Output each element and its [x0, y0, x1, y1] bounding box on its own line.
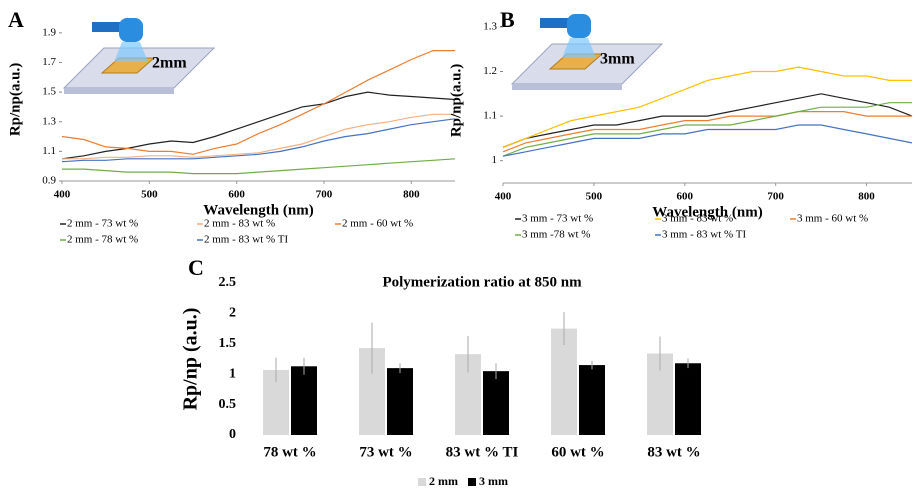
bar — [551, 328, 577, 435]
y-tick-label: 1 — [229, 366, 236, 381]
data-line — [62, 113, 455, 160]
y-tick-label: 1.2 — [483, 65, 497, 77]
data-line — [502, 111, 912, 153]
inset-lamp-head — [567, 14, 591, 38]
y-tick-label: 2.5 — [219, 275, 237, 290]
data-line — [62, 158, 456, 175]
data-line — [502, 102, 912, 157]
y-tick-label: 1 — [492, 154, 498, 166]
legend-label: 3 mm - 73 wt % — [522, 213, 593, 225]
bar — [675, 363, 701, 435]
bar — [387, 368, 413, 435]
panel-label: C — [188, 255, 204, 280]
legend-label: 3 mm - 83 wt % — [662, 213, 733, 225]
x-tick-label: 800 — [858, 191, 875, 203]
y-tick-label: 1.5 — [219, 336, 237, 351]
inset-label: 2mm — [152, 55, 187, 72]
inset-light — [562, 38, 596, 58]
chart-title: Polymerization ratio at 850 nm — [382, 274, 582, 290]
legend-label: 3 mm - 83 wt % TI — [662, 229, 746, 241]
bar — [483, 371, 509, 435]
x-tick-label: 400 — [54, 189, 71, 201]
x-tick-label: 78 wt % — [263, 444, 316, 460]
x-tick-label: 800 — [403, 189, 420, 201]
data-line — [61, 50, 455, 155]
legend-label: 2 mm - 83 wt % TI — [204, 234, 288, 246]
x-tick-label: 600 — [228, 189, 245, 201]
legend-label: 3 mm -78 wt % — [522, 229, 590, 241]
y-tick-label: 0.5 — [219, 397, 237, 412]
legend-label: 2 mm — [429, 474, 458, 488]
data-line — [61, 118, 456, 163]
y-axis-title: Rp/np(a.u.) — [7, 63, 23, 136]
inset-illustration: 2mm — [62, 18, 216, 94]
inset-illustration: 3mm — [510, 14, 664, 90]
x-tick-label: 400 — [495, 191, 512, 203]
x-tick-label: 700 — [316, 189, 333, 201]
x-tick-label: 60 wt % — [551, 444, 604, 460]
legend-label: 2 mm - 60 wt % — [342, 218, 413, 230]
y-tick-label: 1.1 — [42, 145, 56, 157]
y-axis-title: Rp/np(a.u.) — [448, 64, 464, 137]
x-tick-label: 500 — [586, 191, 603, 203]
legend-label: 2 mm - 83 wt % — [204, 218, 275, 230]
y-tick-label: 1.9 — [42, 26, 56, 38]
legend-swatch — [468, 478, 476, 486]
data-line — [61, 91, 456, 160]
inset-lamp-arm — [540, 18, 580, 28]
inset-lamp-head — [119, 18, 143, 42]
inset-plate-edge — [64, 88, 174, 94]
y-tick-label: 0.9 — [42, 175, 56, 187]
bar — [291, 366, 317, 435]
y-axis-title: Rp/np (a.u.) — [180, 308, 202, 411]
y-tick-label: 0 — [229, 427, 236, 442]
y-tick-label: 2 — [229, 306, 236, 321]
x-tick-label: 73 wt % — [359, 444, 412, 460]
legend-label: 2 mm - 73 wt % — [67, 218, 138, 230]
data-line — [502, 124, 913, 157]
legend-label: 3 mm — [479, 474, 508, 488]
x-tick-label: 500 — [141, 189, 158, 201]
legend-swatch — [418, 478, 426, 486]
y-tick-label: 1.5 — [42, 86, 56, 98]
x-tick-label: 83 wt % — [647, 444, 700, 460]
y-tick-label: 1.3 — [483, 20, 497, 32]
inset-label: 3mm — [600, 51, 635, 68]
x-axis-title: Wavelength (nm) — [652, 204, 762, 220]
panel-label: A — [8, 7, 24, 32]
data-line — [502, 66, 912, 148]
bar — [579, 365, 605, 435]
x-tick-label: 600 — [677, 191, 694, 203]
y-tick-label: 1.3 — [42, 115, 56, 127]
y-tick-label: 1.1 — [483, 110, 497, 122]
x-axis-title: Wavelength (nm) — [203, 202, 313, 218]
y-tick-label: 1.7 — [42, 56, 56, 68]
inset-light — [114, 42, 148, 62]
inset-lamp-arm — [92, 22, 132, 32]
x-tick-label: 83 wt % TI — [446, 444, 519, 460]
legend-label: 3 mm - 60 wt % — [797, 213, 868, 225]
inset-plate-edge — [512, 84, 622, 90]
x-tick-label: 700 — [767, 191, 784, 203]
panel-label: B — [500, 7, 515, 32]
data-line — [502, 93, 913, 148]
legend-label: 2 mm - 78 wt % — [67, 234, 138, 246]
